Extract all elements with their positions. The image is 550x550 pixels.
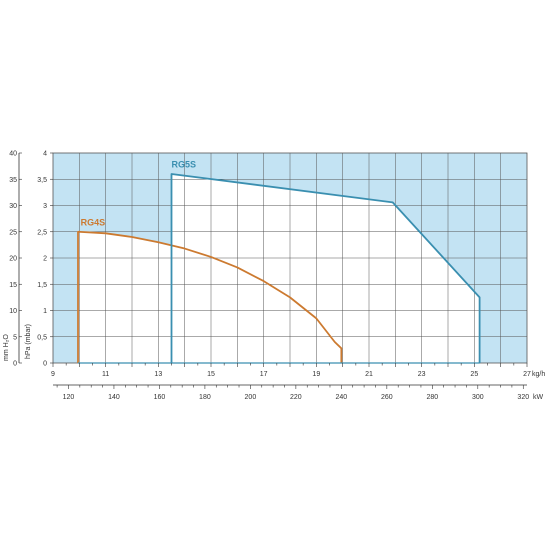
y-tick-label: 0	[43, 361, 47, 368]
y2-tick-label: 40	[9, 151, 17, 158]
y-tick-label: 1,5	[37, 282, 47, 289]
y2-tick-label: 15	[9, 282, 17, 289]
x-tick-label: 19	[312, 371, 320, 378]
x-tick-label: 13	[154, 371, 162, 378]
y-tick-label: 3,5	[37, 177, 47, 184]
y-tick-label: 2	[43, 256, 47, 263]
x2-tick-label: 200	[245, 394, 257, 401]
y2-tick-label: 5	[13, 334, 17, 341]
x2-tick-label: 180	[199, 394, 211, 401]
x2-tick-label: 300	[472, 394, 484, 401]
y2-tick-label: 30	[9, 203, 17, 210]
series-label-rg4s: RG4S	[81, 217, 106, 227]
x2-tick-label: 120	[63, 394, 75, 401]
y-tick-label: 2,5	[37, 229, 47, 236]
y-tick-label: 3	[43, 203, 47, 210]
x2-tick-label: 260	[381, 394, 393, 401]
x2-tick-label: 240	[336, 394, 348, 401]
x-tick-label: 27	[523, 371, 531, 378]
x2-tick-label: 140	[108, 394, 120, 401]
x-tick-label: 21	[365, 371, 373, 378]
x-tick-label: 25	[470, 371, 478, 378]
y-axis-label: hPa (mbar)	[25, 324, 32, 359]
y-tick-label: 0,5	[37, 334, 47, 341]
x2-tick-label: 220	[290, 394, 302, 401]
x-tick-label: 11	[102, 371, 109, 378]
series-label-rg5s: RG5S	[172, 160, 197, 170]
x-axis-unit: kg/h	[532, 371, 545, 378]
x-tick-label: 15	[207, 371, 215, 378]
x-tick-label: 23	[418, 371, 426, 378]
x2-tick-label: 320	[517, 394, 529, 401]
x2-axis-unit: kW	[533, 394, 544, 401]
y2-axis-label: mm H₂O	[3, 334, 10, 361]
y2-tick-label: 25	[9, 229, 17, 236]
y2-tick-label: 35	[9, 177, 17, 184]
y-tick-label: 1	[43, 308, 47, 315]
x2-tick-label: 160	[154, 394, 166, 401]
y2-tick-label: 0	[13, 361, 17, 368]
x-tick-label: 17	[260, 371, 268, 378]
y2-tick-label: 20	[9, 256, 17, 263]
y2-tick-label: 10	[9, 308, 17, 315]
x-tick-label: 9	[51, 371, 55, 378]
y-tick-label: 4	[43, 151, 47, 158]
x2-tick-label: 280	[426, 394, 438, 401]
